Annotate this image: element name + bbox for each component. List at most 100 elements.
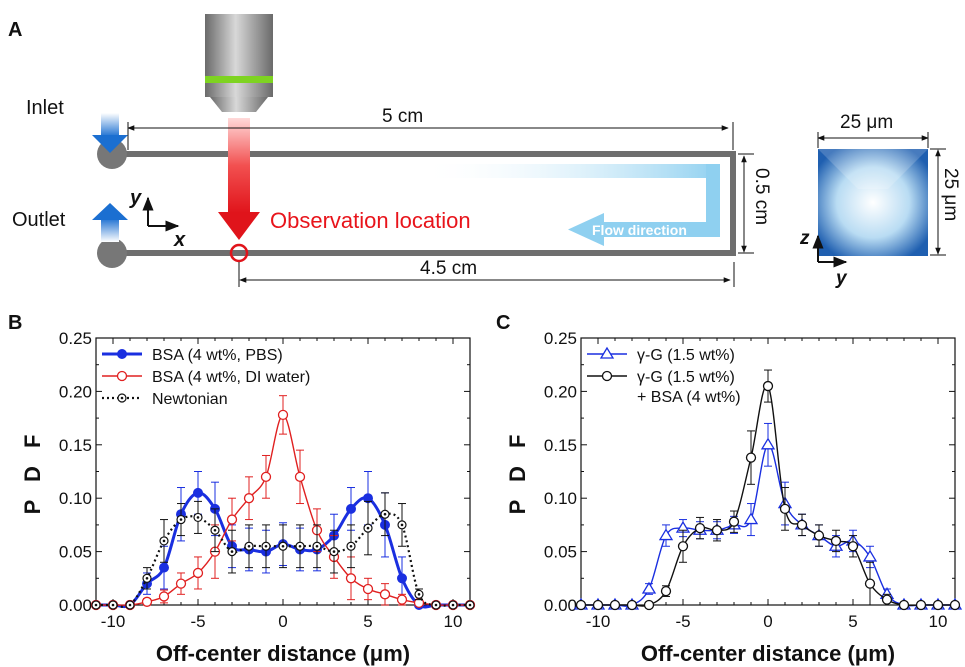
data-point-center	[128, 603, 132, 607]
y-tick-label: 0.25	[59, 329, 92, 348]
y-tick-label: 0.20	[59, 382, 92, 401]
dimension-4-5cm: 4.5 cm	[238, 258, 735, 287]
x-tick-label: 0	[278, 612, 287, 631]
microscope-objective-icon	[205, 14, 273, 112]
x-tick-label: -10	[586, 612, 611, 631]
data-point	[694, 522, 706, 534]
data-point	[379, 589, 391, 600]
data-point	[643, 599, 655, 611]
data-point	[158, 591, 170, 602]
y-tick-label: 0.10	[544, 489, 577, 508]
y-tick-label: 0.10	[59, 489, 92, 508]
legend-label: γ-G (1.5 wt%)	[637, 347, 735, 364]
data-point	[949, 599, 961, 611]
x-tick-label: 5	[848, 612, 857, 631]
x-tick-label: 5	[363, 612, 372, 631]
data-point	[175, 578, 187, 589]
data-point	[796, 519, 808, 531]
data-point-center	[400, 523, 404, 527]
series-3	[91, 492, 475, 610]
data-point	[779, 503, 791, 515]
legend-label: BSA (4 wt%, DI water)	[152, 369, 310, 386]
data-point	[345, 573, 357, 584]
y-tick-label: 0.00	[59, 596, 92, 615]
y-tick-label: 0.20	[544, 382, 577, 401]
axis-y-label: y	[129, 187, 142, 209]
data-point-center	[111, 603, 115, 607]
cross-height-label: 25 μm	[940, 168, 961, 221]
data-point	[864, 578, 876, 589]
axis-x-label: x	[173, 229, 186, 251]
data-point	[728, 516, 740, 527]
x-tick-label: -5	[190, 612, 205, 631]
chart-b: 0.00 0.05 0.10 0.15 0.20 0.25 -10 -5 0 5 10 Off-cen…	[20, 329, 476, 666]
dimension-0-5cm: 0.5 cm	[738, 153, 772, 254]
inlet-arrow-icon	[92, 113, 128, 153]
data-point-center	[162, 539, 166, 543]
series-1	[573, 422, 963, 610]
x-tick-label: 0	[763, 612, 772, 631]
data-point-center	[417, 593, 421, 596]
data-point-center	[264, 544, 268, 548]
chart-c: 0.00 0.05 0.10 0.15 0.20 0.25 -10 -5 0 5 10 Off-cen…	[505, 329, 963, 666]
data-point	[396, 594, 408, 605]
data-point-center	[179, 518, 183, 521]
data-point-center	[120, 396, 124, 400]
panel-a-schematic: A Flow direction	[8, 14, 961, 289]
outlet-arrow-icon	[92, 203, 128, 242]
data-point	[592, 599, 604, 611]
data-point	[658, 528, 674, 541]
x-axis-label: Off-center distance (μm)	[156, 641, 410, 666]
panel-a-letter: A	[8, 19, 22, 41]
data-point	[677, 541, 689, 552]
data-point	[260, 471, 272, 482]
series-2	[575, 369, 961, 611]
outlet-label: Outlet	[12, 209, 66, 231]
data-point-center	[281, 544, 285, 548]
observation-arrow-icon	[218, 118, 260, 263]
panel-b-letter: B	[8, 312, 23, 334]
panel-c-letter: C	[496, 312, 511, 334]
data-point-center	[349, 544, 353, 548]
cross-axis-y-label: y	[835, 268, 848, 289]
data-point	[226, 514, 238, 525]
data-point	[660, 585, 672, 597]
data-point-center	[298, 544, 302, 548]
x-tick-label: 10	[929, 612, 948, 631]
data-point	[762, 380, 774, 392]
data-point	[641, 581, 657, 594]
series-line	[581, 444, 955, 607]
y-tick-label: 0.25	[544, 329, 577, 348]
data-point	[898, 599, 910, 611]
data-point	[609, 599, 621, 611]
dimension-5cm: 5 cm	[127, 106, 734, 150]
legend-label: + BSA (4 wt%)	[637, 389, 741, 406]
data-point	[192, 567, 204, 579]
data-point	[277, 409, 289, 421]
data-point	[397, 573, 407, 584]
data-point	[711, 525, 723, 536]
cross-width-label: 25 μm	[840, 112, 893, 133]
data-point-center	[145, 577, 149, 580]
data-point	[745, 452, 757, 463]
data-point	[362, 583, 374, 595]
data-point	[743, 512, 759, 525]
y-tick-label: 0.15	[59, 436, 92, 455]
data-point	[881, 594, 893, 605]
cross-axis-z-label: z	[799, 228, 810, 249]
data-point-center	[383, 512, 387, 516]
legend-label: BSA (4 wt%, PBS)	[152, 347, 283, 364]
y-tick-label: 0.05	[59, 543, 92, 562]
length-label: 5 cm	[382, 106, 423, 127]
data-point	[813, 530, 825, 541]
data-point	[193, 487, 203, 498]
channel	[97, 139, 736, 268]
x-tick-label: 10	[444, 612, 463, 631]
series-line	[96, 512, 470, 609]
data-point-center	[230, 550, 234, 553]
data-point	[599, 346, 615, 359]
flow-direction-arrow: Flow direction	[420, 164, 720, 246]
y-tick-label: 0.05	[544, 543, 577, 562]
data-point	[116, 370, 128, 382]
